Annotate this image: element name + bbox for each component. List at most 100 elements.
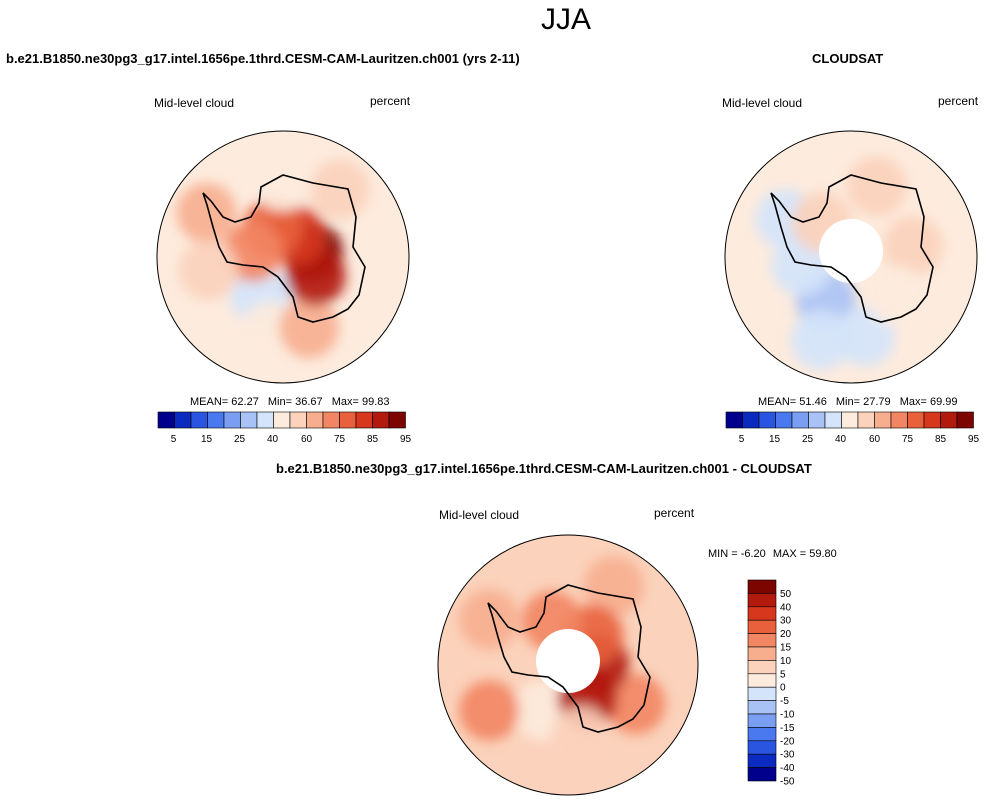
panel1-colorbar-box-10 xyxy=(322,411,340,429)
panel1-stats: MEAN= 62.27 Min= 36.67 Max= 99.83 xyxy=(190,396,390,408)
panel3-colorbar-box-6 xyxy=(747,660,777,675)
panel3-region-9 xyxy=(550,706,611,767)
panel1-colorbar-tick-0: 5 xyxy=(171,434,177,444)
panel2-colorbar-tick-1: 15 xyxy=(769,434,781,444)
panel3-colorbar-tick-5: 10 xyxy=(780,656,792,667)
panel3-region-4 xyxy=(459,680,520,741)
panel2-colorbar-tick-2: 25 xyxy=(802,434,814,444)
panel3-max-label: MAX = xyxy=(772,548,807,560)
panel2-colorbar-box-4 xyxy=(791,411,809,429)
panel2-colorbar-box-2 xyxy=(758,411,776,429)
panel2-region-5 xyxy=(883,216,943,277)
panel1-colorbar-box-11 xyxy=(339,411,357,429)
panel3-colorbar-tick-8: -5 xyxy=(780,696,789,707)
panel3-colorbar-box-5 xyxy=(747,646,777,661)
panel2-colorbar-box-11 xyxy=(907,411,925,429)
panel3-map xyxy=(437,534,699,796)
panel3-colorbar-tick-9: -10 xyxy=(780,710,795,721)
panel2-mean-label: MEAN= xyxy=(758,396,797,408)
panel2-colorbar-tick-7: 95 xyxy=(968,434,980,444)
panel1-colorbar-tick-4: 60 xyxy=(301,434,313,444)
panel2-map xyxy=(724,130,978,384)
panel3-colorbar-box-4 xyxy=(747,633,777,648)
panel1-colorbar-box-4 xyxy=(223,411,241,429)
panel3-colorbar-box-7 xyxy=(747,673,777,688)
panel3-colorbar-tick-7: 0 xyxy=(780,683,786,694)
panel2-colorbar-tick-4: 60 xyxy=(869,434,881,444)
panel1-colorbar-tick-2: 25 xyxy=(234,434,246,444)
panel3-colorbar-box-1 xyxy=(747,593,777,608)
panel1-region-3 xyxy=(278,298,339,358)
panel1-region-4 xyxy=(309,159,370,220)
panel3-min-value: -6.20 xyxy=(740,548,766,560)
panel1-colorbar-tick-3: 40 xyxy=(267,434,279,444)
panel3-colorbar-tick-12: -30 xyxy=(780,750,795,761)
panel2-colorbar-box-9 xyxy=(874,411,892,429)
panel2-colorbar-tick-3: 40 xyxy=(835,434,847,444)
panel1-colorbar-box-2 xyxy=(190,411,208,429)
panel2-colorbar-box-14 xyxy=(956,411,974,429)
panel1-colorbar-tick-6: 85 xyxy=(367,434,379,444)
panel1-min-value: 36.67 xyxy=(295,396,323,408)
panel1-colorbar-box-9 xyxy=(306,411,324,429)
panel1-colorbar-box-7 xyxy=(273,411,291,429)
panel1-colorbar-box-12 xyxy=(355,411,373,429)
panel2-colorbar-box-13 xyxy=(940,411,958,429)
panel3-region-1 xyxy=(459,589,520,650)
panel2-max-label: Max= xyxy=(899,396,927,408)
panel3-colorbar-box-2 xyxy=(747,606,777,621)
panel3-colorbar-tick-13: -40 xyxy=(780,763,795,774)
panel3-region-3 xyxy=(605,674,666,734)
panel3-colorbar-tick-1: 40 xyxy=(780,602,792,613)
panel1-colorbar-box-8 xyxy=(289,411,307,429)
panel2-colorbar-box-6 xyxy=(824,411,842,429)
panel3-colorbar-tick-6: 5 xyxy=(780,669,786,680)
panel1-map xyxy=(156,130,410,384)
panel3-colorbar-tick-11: -20 xyxy=(780,736,795,747)
panel3-colorbar-box-8 xyxy=(747,686,777,701)
panel1-variable-label: Mid-level cloud xyxy=(154,96,235,110)
panel3-colorbar-tick-14: -50 xyxy=(780,777,795,788)
panel1-colorbar-box-6 xyxy=(256,411,274,429)
panel1-max-label: Max= xyxy=(331,396,359,408)
panel2-min-label: Min= xyxy=(835,396,861,408)
panel2-variable-label: Mid-level cloud xyxy=(722,96,803,110)
panel3-colorbar-box-9 xyxy=(747,700,777,715)
panel1-colorbar-tick-5: 75 xyxy=(334,434,346,444)
panel3-missing-cap xyxy=(536,629,600,693)
panel2-title: CLOUDSAT xyxy=(812,51,884,66)
panel2-missing-cap xyxy=(819,219,883,283)
panel3-colorbar-tick-4: 15 xyxy=(780,643,792,654)
panel3-colorbar-box-0 xyxy=(747,579,777,594)
panel3-colorbar-tick-3: 20 xyxy=(780,629,792,640)
panel2-min-value: 27.79 xyxy=(863,396,891,408)
panel1-colorbar-box-0 xyxy=(157,411,175,429)
panel3-colorbar-box-12 xyxy=(747,740,777,755)
panel1-colorbar-box-1 xyxy=(174,411,192,429)
panel3-colorbar-tick-0: 50 xyxy=(780,589,792,600)
panel3-title: b.e21.B1850.ne30pg3_g17.intel.1656pe.1th… xyxy=(276,461,812,476)
panel3-min-label: MIN = xyxy=(708,548,738,560)
panel1-title: b.e21.B1850.ne30pg3_g17.intel.1656pe.1th… xyxy=(6,51,520,66)
panel1-colorbar-tick-7: 95 xyxy=(400,434,412,444)
panel2-colorbar-tick-0: 5 xyxy=(739,434,745,444)
panel1-mean-value: 62.27 xyxy=(231,396,259,408)
panel2-coastline xyxy=(770,174,934,323)
panel2-colorbar-box-12 xyxy=(923,411,941,429)
panel2-region-6 xyxy=(867,265,928,326)
panel2-max-value: 69.99 xyxy=(929,396,958,408)
panel1-colorbar-box-14 xyxy=(388,411,406,429)
panel2-colorbar: 5 15 25 40 60 75 85 95 xyxy=(725,411,980,444)
panel3-coastline xyxy=(487,584,651,733)
panel3-colorbar-box-3 xyxy=(747,619,777,634)
panel2-colorbar-tick-5: 75 xyxy=(902,434,914,444)
panel3-colorbar-tick-10: -15 xyxy=(780,723,795,734)
panel2-region-1 xyxy=(790,309,851,370)
panel2-colorbar-box-0 xyxy=(725,411,743,429)
panel2-colorbar-box-1 xyxy=(742,411,760,429)
panel1-region-10 xyxy=(253,151,313,212)
panel1-coastline xyxy=(202,174,366,323)
panel2-mean-value: 51.46 xyxy=(799,396,827,408)
panel1-colorbar-box-5 xyxy=(240,411,258,429)
